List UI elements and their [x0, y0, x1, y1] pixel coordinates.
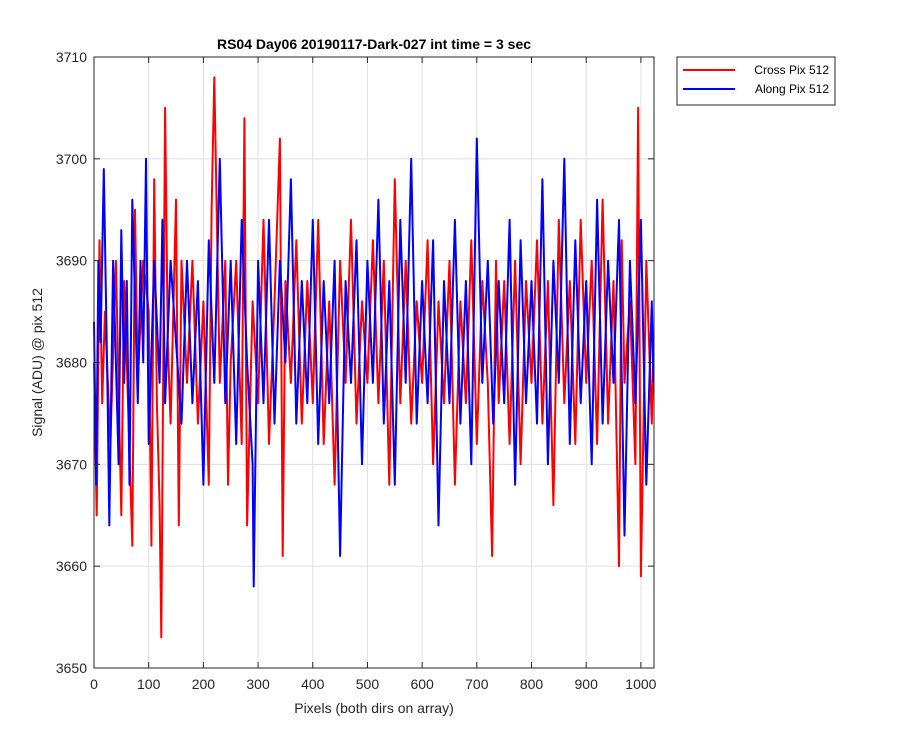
legend-entry-label: Along Pix 512	[755, 82, 829, 96]
chart-title: RS04 Day06 20190117-Dark-027 int time = …	[217, 36, 531, 52]
x-tick-label: 500	[356, 676, 380, 692]
x-tick-label: 800	[520, 676, 544, 692]
y-tick-label: 3650	[56, 660, 87, 676]
series-line-cross-pix	[93, 76, 655, 639]
x-tick-label: 1000	[625, 676, 656, 692]
legend: Cross Pix 512 Along Pix 512	[676, 56, 836, 106]
x-tick-label: 400	[301, 676, 325, 692]
legend-entry-label: Cross Pix 512	[754, 63, 829, 77]
y-tick-label: 3690	[56, 253, 87, 269]
series-line-along-pix	[93, 137, 655, 588]
x-axis-label: Pixels (both dirs on array)	[294, 700, 454, 716]
x-tick-label: 200	[192, 676, 216, 692]
y-tick-label: 3660	[56, 558, 87, 574]
y-tick-label: 3700	[56, 151, 87, 167]
x-tick-label: 300	[246, 676, 270, 692]
legend-box	[676, 56, 836, 106]
y-axis-label: Signal (ADU) @ pix 512	[29, 288, 45, 437]
x-tick-label: 900	[575, 676, 599, 692]
x-tick-label: 0	[90, 676, 98, 692]
y-tick-label: 3670	[56, 456, 87, 472]
y-tick-label: 3710	[56, 49, 87, 65]
y-tick-label: 3680	[56, 355, 87, 371]
x-tick-label: 100	[137, 676, 161, 692]
series-layer	[93, 76, 655, 639]
axis-ticks: 0 100 200 300 400 500 600 700 800 900 1000 3650 3660…	[56, 49, 657, 692]
x-tick-label: 700	[465, 676, 489, 692]
x-tick-label: 600	[410, 676, 434, 692]
